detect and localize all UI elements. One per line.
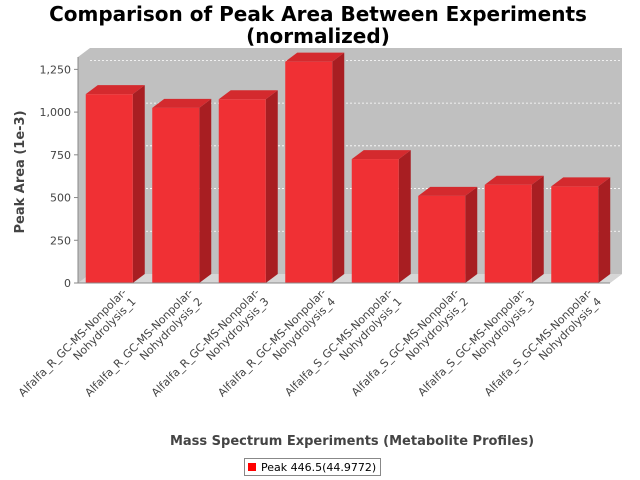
bar: [152, 98, 212, 284]
bar: [551, 177, 611, 283]
bar-top: [218, 90, 278, 100]
bar-front: [285, 61, 333, 283]
bar-front: [85, 94, 133, 284]
bar-top: [551, 177, 611, 187]
x-tick-label-line-1: Alfalfa_R_GC-MS-Nonpolar-: [16, 286, 129, 399]
bar-side: [531, 175, 544, 283]
y-tick-label: 250: [50, 234, 71, 247]
bar-side: [465, 186, 478, 283]
bar-top: [351, 150, 411, 160]
x-axis: Alfalfa_R_GC-MS-Nonpolar-Nohydrolysis_1A…: [16, 282, 610, 409]
y-axis: 0 250 500 750 1,000 1,250: [40, 57, 79, 290]
legend-label: Peak 446.5(44.9772): [261, 460, 377, 474]
bar-front: [218, 99, 266, 283]
bar-front: [551, 186, 599, 283]
x-axis-label: Mass Spectrum Experiments (Metabolite Pr…: [170, 434, 534, 449]
y-axis-label: Peak Area (1e-3): [13, 110, 28, 233]
y-tick-label: 500: [50, 192, 71, 205]
bar-side: [132, 85, 145, 284]
bar: [85, 85, 145, 284]
bar: [218, 90, 278, 283]
bar-top: [85, 85, 145, 95]
bar-side: [332, 52, 345, 283]
legend-swatch: [248, 463, 256, 471]
y-tick-label: 750: [50, 149, 71, 162]
bar-side: [398, 150, 411, 283]
bar-side: [199, 98, 212, 284]
bar-front: [351, 159, 399, 283]
bar-top: [285, 52, 345, 62]
bar-side: [265, 90, 278, 283]
bar-top: [484, 175, 544, 185]
bar: [484, 175, 544, 283]
x-tick-label: Alfalfa_R_GC-MS-Nonpolar-Nohydrolysis_1: [16, 286, 139, 409]
chart-title-line-1: Comparison of Peak Area Between Experime…: [49, 2, 587, 26]
bars: [85, 52, 611, 284]
bar-top: [152, 98, 212, 108]
bar: [418, 186, 478, 283]
bar-front: [418, 195, 466, 283]
bar-front: [152, 107, 200, 284]
legend: Peak 446.5(44.9772): [244, 458, 382, 476]
bar-front: [484, 184, 532, 283]
bar-side: [598, 177, 611, 283]
bar: [285, 52, 345, 283]
bar: [351, 150, 411, 283]
bar-top: [418, 186, 478, 196]
chart-title-line-2: (normalized): [246, 24, 390, 48]
y-tick-label: 0: [64, 277, 71, 290]
y-tick-label: 1,000: [40, 106, 72, 119]
y-tick-label: 1,250: [40, 63, 72, 76]
